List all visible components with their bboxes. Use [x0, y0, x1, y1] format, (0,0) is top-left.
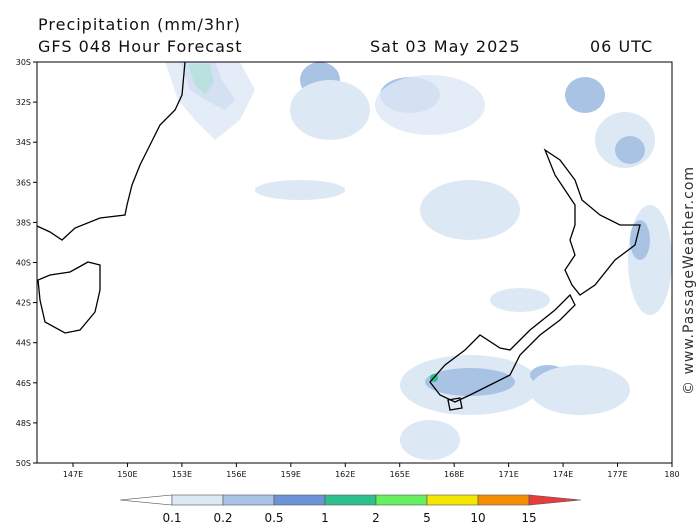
watermark: © www.PassageWeather.com [681, 166, 697, 395]
north-island-coast [543, 148, 641, 296]
precip-area [490, 288, 550, 312]
precipitation [165, 62, 672, 460]
lon-label: 165E [390, 470, 410, 479]
colorbar-under [119, 494, 173, 506]
colorbar-label: 1 [321, 511, 329, 525]
colorbar-segment [222, 494, 275, 506]
lat-label: 44S [16, 339, 31, 348]
precip-area [375, 75, 485, 135]
tasmania-coast [37, 261, 101, 334]
lat-label: 38S [16, 218, 31, 227]
precip-area [630, 220, 650, 260]
map-title: Precipitation (mm/3hr) [38, 15, 241, 34]
lat-label: 40S [16, 259, 31, 268]
forecast-date: Sat 03 May 2025 [370, 37, 521, 56]
lon-label: 177E [607, 470, 627, 479]
lat-label: 30S [16, 58, 31, 67]
colorbar-label: 2 [372, 511, 380, 525]
map-subtitle: GFS 048 Hour Forecast [38, 37, 243, 56]
precip-area [400, 420, 460, 460]
colorbar-segment [171, 494, 224, 506]
lat-label: 50S [16, 459, 31, 468]
colorbar-label: 0.5 [264, 511, 283, 525]
precip-area [530, 365, 630, 415]
precip-area [628, 205, 672, 315]
lat-label: 32S [16, 98, 31, 107]
south-island-coast [429, 293, 576, 403]
lon-label: 159E [281, 470, 301, 479]
forecast-time: 06 UTC [590, 37, 653, 56]
colorbar-label: 0.1 [162, 511, 181, 525]
precip-area [290, 80, 370, 140]
colorbar-label: 10 [470, 511, 485, 525]
precip-area [255, 180, 345, 200]
colorbar-label: 0.2 [213, 511, 232, 525]
stewart-island-coast [447, 397, 463, 411]
precip-area [420, 180, 520, 240]
coastlines [36, 61, 641, 411]
lat-label: 48S [16, 419, 31, 428]
colorbar-segment [477, 494, 530, 506]
colorbar-segment [273, 494, 326, 506]
lat-label: 36S [16, 178, 31, 187]
colorbar-over [528, 494, 582, 506]
australia-coast [36, 61, 186, 241]
colorbar-segment [375, 494, 428, 506]
precip-area [615, 136, 645, 164]
colorbar-segment [426, 494, 479, 506]
lon-label: 162E [335, 470, 355, 479]
lon-label: 153E [172, 470, 192, 479]
precip-area [565, 77, 605, 113]
colorbar-label: 15 [521, 511, 536, 525]
lon-label: 168E [444, 470, 464, 479]
precip-area [165, 62, 255, 140]
lon-label: 171E [498, 470, 518, 479]
lon-label: 156E [226, 470, 246, 479]
colorbar-label: 5 [423, 511, 431, 525]
lat-label: 34S [16, 138, 31, 147]
lon-label: 147E [63, 470, 83, 479]
lat-label: 46S [16, 379, 31, 388]
lat-label: 42S [16, 299, 31, 308]
lon-label: 150E [117, 470, 137, 479]
precip-area [425, 368, 515, 396]
lon-label: 180 [664, 470, 679, 479]
colorbar-segment [324, 494, 377, 506]
lon-label: 174E [553, 470, 573, 479]
